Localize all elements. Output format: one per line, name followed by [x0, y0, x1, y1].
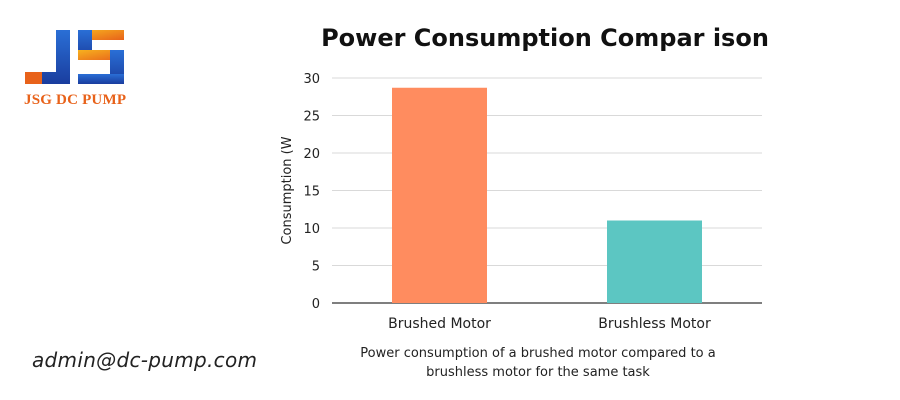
chart-caption: Power consumption of a brushed motor com…	[360, 346, 716, 380]
brand-logo: JSG DC PUMP	[22, 24, 142, 114]
bar-chart: 0 5 10 15 20 25 30 Consumption (W Brushed Motor B…	[280, 72, 762, 332]
contact-email[interactable]: admin@dc-pump.com	[32, 348, 258, 372]
y-tick-label: 20	[303, 147, 320, 162]
y-tick-label: 10	[303, 222, 320, 237]
bar	[607, 220, 702, 303]
y-tick-label: 15	[303, 185, 320, 200]
y-axis-label: Consumption (W	[280, 136, 295, 244]
chart-title: Power Consumption Compar ison	[321, 24, 769, 52]
y-tick-label: 5	[312, 260, 320, 275]
x-tick-label: Brushed Motor	[388, 316, 491, 332]
y-tick-label: 25	[303, 110, 320, 125]
brand-name: JSG DC PUMP	[24, 92, 127, 108]
logo-mark-icon	[25, 30, 124, 84]
y-tick-label: 30	[303, 72, 320, 87]
bar	[392, 87, 487, 303]
x-tick-label: Brushless Motor	[598, 316, 711, 332]
chart-area: 0 5 10 15 20 25 30 Consumption (W Brushed Motor B…	[270, 62, 770, 341]
y-tick-label: 0	[312, 297, 320, 312]
